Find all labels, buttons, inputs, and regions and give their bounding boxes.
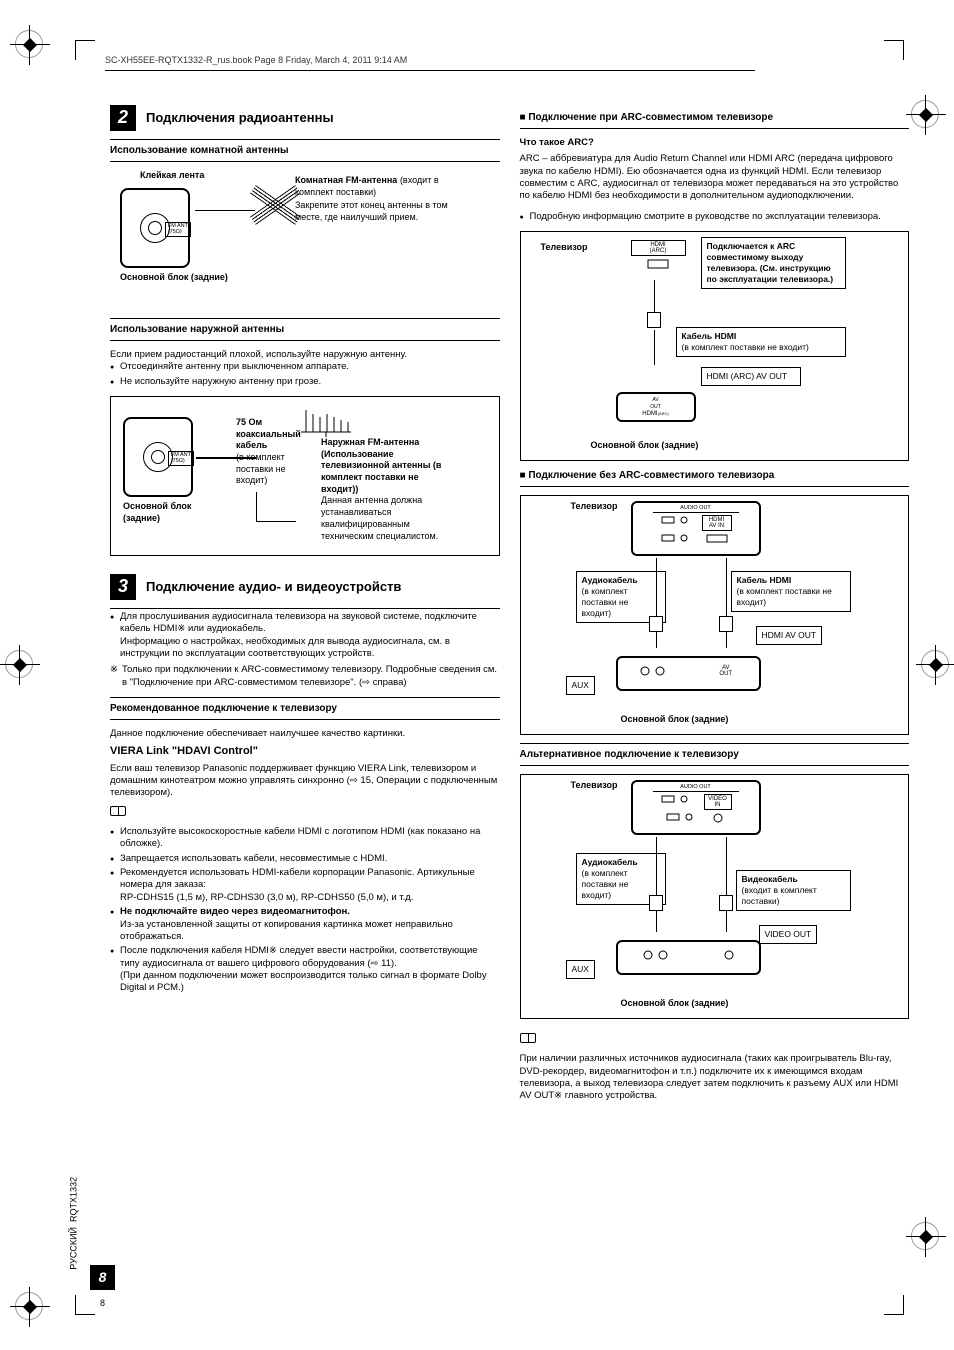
paragraph: Данное подключение обеспечивает наилучше… bbox=[110, 728, 500, 740]
section-title: Подключения радиоантенны bbox=[146, 110, 334, 127]
tape-icon bbox=[250, 185, 300, 225]
crop-mark bbox=[75, 1295, 95, 1315]
tv-label: Телевизор bbox=[571, 501, 618, 513]
indoor-antenna-diagram: Клейкая лента FM ANT(75Ω) Комнатная FM-а… bbox=[110, 170, 500, 310]
audio-connector-icon bbox=[649, 895, 663, 911]
page-number: 8 bbox=[90, 1265, 115, 1290]
page-number-plain: 8 bbox=[100, 1298, 105, 1310]
registration-mark bbox=[15, 1292, 43, 1320]
subhead: Использование наружной антенны bbox=[110, 318, 500, 341]
hdmi-arc-out-callout: HDMI (ARC) AV OUT bbox=[701, 367, 801, 386]
block-title: Подключение при ARC-совместимом телевизо… bbox=[520, 111, 910, 124]
hdmi-port-icon: HDMI(ARC) bbox=[631, 240, 686, 256]
video-out-callout: VIDEO OUT bbox=[759, 925, 818, 944]
port-label: FM ANT(75Ω) bbox=[168, 451, 194, 466]
main-unit-icon: FM ANT(75Ω) bbox=[123, 417, 193, 497]
arc-question: Что такое ARC? bbox=[520, 137, 910, 149]
step-number: 2 bbox=[110, 105, 136, 131]
subhead: Использование комнатной антенны bbox=[110, 139, 500, 162]
bullet: Отсоединяйте антенну при выключенном апп… bbox=[110, 361, 500, 373]
arc-connect-callout: Подключается к ARC совместимому выходу т… bbox=[701, 237, 846, 289]
bullet: Используйте высокоскоростные кабели HDMI… bbox=[110, 826, 500, 851]
viera-heading: VIERA Link "HDAVI Control" bbox=[110, 744, 500, 758]
crop-mark bbox=[884, 1295, 904, 1315]
tv-label: Телевизор bbox=[571, 780, 618, 792]
bullet: Не подключайте видео через видеомагнитоф… bbox=[110, 906, 500, 943]
main-unit-icon bbox=[616, 940, 761, 975]
video-connector-icon bbox=[719, 895, 733, 911]
hdmi-cable-callout: Кабель HDMI (в комплект поставки не вход… bbox=[676, 327, 846, 357]
hdmi-connector-icon bbox=[647, 312, 661, 328]
main-unit-label: Основной блок (задние) bbox=[621, 998, 729, 1010]
subhead: Рекомендованное подключение к телевизору bbox=[110, 697, 500, 720]
bullet: Рекомендуется использовать HDMI-кабели к… bbox=[110, 867, 500, 904]
hdmi-cable-callout: Кабель HDMI (в комплект поставки не вход… bbox=[731, 571, 851, 612]
tv-ports-icon: AUDIO OUT VIDEO IN bbox=[631, 780, 761, 835]
no-arc-diagram: Телевизор AUDIO OUT HDMIAV IN Аудиокабел… bbox=[520, 495, 910, 735]
crop-mark bbox=[75, 40, 95, 60]
port-label: FM ANT(75Ω) bbox=[165, 222, 191, 237]
bullet: Для прослушивания аудиосигнала телевизор… bbox=[110, 611, 500, 660]
fm-antenna-label: Комнатная FM-антенна bbox=[295, 175, 397, 185]
main-unit-icon: AVOUT HDMI(ARC) bbox=[616, 392, 696, 422]
note-icon bbox=[110, 806, 126, 816]
main-unit-label: Основной блок (задние) bbox=[123, 501, 193, 524]
arc-diagram: Телевизор HDMI(ARC) Подключается к ARC с… bbox=[520, 231, 910, 461]
block-title: Подключение без ARC-совместимого телевиз… bbox=[520, 469, 910, 482]
step-number: 3 bbox=[110, 574, 136, 600]
tv-ports-icon: AUDIO OUT HDMIAV IN bbox=[631, 501, 761, 556]
bullet: После подключения кабеля HDMI※ следует в… bbox=[110, 945, 500, 994]
aux-label: AUX bbox=[566, 960, 595, 979]
main-unit-label: Основной блок (задние) bbox=[591, 440, 699, 452]
ext-antenna-label: Наружная FM-антенна (Использование телев… bbox=[321, 437, 441, 494]
note: Только при подключении к ARC-совместимом… bbox=[110, 664, 500, 689]
bullet: Не используйте наружную антенну при гроз… bbox=[110, 376, 500, 388]
registration-mark bbox=[5, 650, 33, 678]
note-icon bbox=[520, 1033, 536, 1043]
alt-diagram: Телевизор AUDIO OUT VIDEO IN Аудиокабель… bbox=[520, 774, 910, 1019]
aux-label: AUX bbox=[566, 676, 595, 695]
section-title: Подключение аудио- и видеоустройств bbox=[146, 579, 401, 596]
ext-antenna-desc: Данная антенна должна устанавливаться кв… bbox=[321, 495, 438, 540]
crop-mark bbox=[884, 40, 904, 60]
footer-note: При наличии различных источников аудиоси… bbox=[520, 1053, 910, 1102]
book-header: SC-XH55EE-RQTX1332-R_rus.book Page 8 Fri… bbox=[105, 55, 755, 71]
bullet: Подробную информацию смотрите в руководс… bbox=[520, 211, 910, 223]
hdmi-av-out-callout: HDMI AV OUT bbox=[756, 626, 823, 645]
registration-mark bbox=[921, 650, 949, 678]
tv-label: Телевизор bbox=[541, 242, 588, 254]
video-cable-callout: Видеокабель (входит в комплект поставки) bbox=[736, 870, 851, 911]
tape-label: Клейкая лента bbox=[140, 170, 204, 182]
fm-ant-port-icon: FM ANT(75Ω) bbox=[143, 442, 173, 472]
side-text: РУССКИЙ RQTX1332 bbox=[68, 1177, 80, 1270]
paragraph: Если ваш телевизор Panasonic поддерживае… bbox=[110, 763, 500, 800]
main-unit-icon: AVOUT bbox=[616, 656, 761, 691]
bullet: Запрещается использовать кабели, несовме… bbox=[110, 853, 500, 865]
registration-mark bbox=[911, 100, 939, 128]
right-column: Подключение при ARC-совместимом телевизо… bbox=[520, 105, 910, 1103]
registration-mark bbox=[911, 1222, 939, 1250]
registration-mark bbox=[15, 30, 43, 58]
paragraph: ARC – аббревиатура для Audio Return Chan… bbox=[520, 153, 910, 202]
audio-connector-icon bbox=[649, 616, 663, 632]
fm-antenna-desc: Закрепите этот конец антенны в том месте… bbox=[295, 200, 448, 222]
subhead: Альтернативное подключение к телевизору bbox=[520, 743, 910, 766]
left-column: 2 Подключения радиоантенны Использование… bbox=[110, 105, 500, 1103]
main-unit-icon: FM ANT(75Ω) bbox=[120, 188, 190, 268]
outdoor-antenna-icon bbox=[296, 402, 356, 437]
fm-ant-port-icon: FM ANT(75Ω) bbox=[140, 213, 170, 243]
hdmi-connector-icon bbox=[719, 616, 733, 632]
main-unit-label: Основной блок (задние) bbox=[621, 714, 729, 726]
main-unit-label: Основной блок (задние) bbox=[120, 272, 228, 284]
outdoor-antenna-diagram: FM ANT(75Ω) Основной блок (задние) 75 Ом… bbox=[110, 396, 500, 556]
coax-label: 75 Ом коаксиальный кабель bbox=[236, 417, 301, 450]
manual-page: SC-XH55EE-RQTX1332-R_rus.book Page 8 Fri… bbox=[0, 0, 954, 1350]
outdoor-intro: Если прием радиостанций плохой, использу… bbox=[110, 349, 500, 361]
